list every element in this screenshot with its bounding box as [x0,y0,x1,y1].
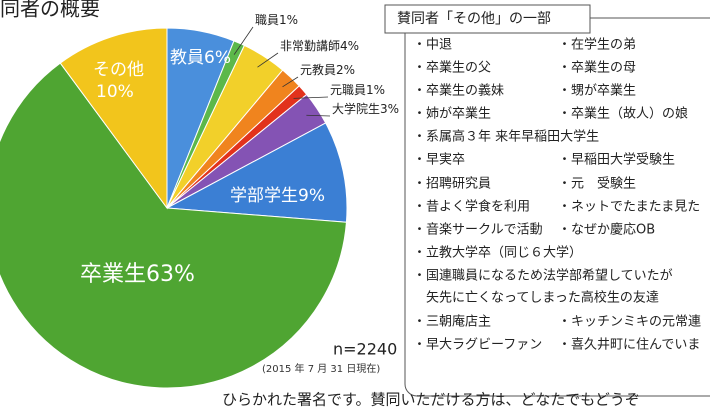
list-item: ・甥が卒業生 [558,83,636,99]
slice-label: 教員6% [170,48,231,68]
box-title-frame [384,4,591,34]
slice-value-label: 10% [96,82,134,102]
date-note: (2015 年 7 月 31 日現在) [262,362,380,375]
list-item: ・ネットでたまたま見た [558,200,700,215]
slice-name: 卒業生 [80,262,146,287]
list-item: ・招聘研究員 [413,177,491,192]
slice-value-label: 6% [204,48,231,68]
list-item: ・キッチンミキの元常連 [558,315,701,330]
list-item: ・早稲田大学受験生 [558,152,675,168]
slice-name: 元教員 [300,62,336,77]
list-item: ・卒業生（故人）の娘 [558,106,688,122]
slice-value-label: 9% [298,186,325,206]
slice-label: 元職員1% [330,83,385,97]
list-item: ・早大ラグビーファン [413,338,542,353]
list-item: ・卒業生の義妹 [413,83,504,99]
chart-title: 同者の概要 [0,0,100,21]
slice-value-label: 1% [366,83,385,97]
slice-label: 大学院生3% [332,101,399,116]
list-item: ・昔よく学食を利用 [413,199,530,215]
leader-line [293,96,329,99]
slice-value-label: 63% [146,262,195,287]
slice-label: 非常勤講師4% [280,38,359,53]
list-item: ・喜久井町に住んでいま [558,338,700,353]
footer: ひらかれた署名です。賛同いただける方は、どなたでもどうぞ [222,391,640,409]
list-item: ・早実卒 [413,152,465,168]
list-item: ・中退 [413,38,452,53]
list-item: 矢先に亡くなってしまった高校生の友達 [413,290,659,306]
slice-label: その他 [93,60,144,80]
list-item: ・国連職員になるため法学部希望していたが [413,268,673,284]
slice-value-label: 2% [336,63,355,77]
list-item: ・姉が卒業生 [413,106,491,122]
labels: 教員6%職員1%非常勤講師4%元教員2%元職員1%大学院生3%学部学生9%卒業生… [80,13,399,288]
slice-name: 教員 [170,48,204,68]
slice-label: 元教員2% [300,62,355,77]
slice-value-label: 1% [279,13,298,27]
slice-label: 職員1% [255,13,298,27]
slice-value-label: 3% [380,102,399,116]
list-item: ・なぜか慶応OB [558,223,655,238]
slice [165,122,348,223]
list-item: ・音楽サークルで活動 [413,222,543,238]
slice-label: 卒業生63% [80,262,195,287]
slice [0,62,347,389]
leader-line [282,76,299,88]
slice [59,27,168,210]
leader-line [306,114,331,117]
slice-label: 学部学生9% [230,186,325,206]
list-item: ・系属高３年 来年早稲田大学生 [413,129,599,145]
box-title: 賛同者「その他」の一部 [397,11,551,27]
list-item: ・在学生の弟 [558,37,636,53]
slice-name: 元職員 [330,83,366,97]
slice-name: 大学院生 [332,101,380,116]
slice-name: 職員 [255,13,279,27]
leader-line [257,52,279,68]
list-item: ・卒業生の母 [558,60,636,76]
pie [0,27,348,389]
slice-name: 学部学生 [230,186,298,206]
list-item: ・立教大学卒（同じ６大学） [413,245,582,261]
leader-line [233,26,254,55]
list-item: ・元 受験生 [558,177,636,192]
list-item: ・卒業生の父 [413,60,491,76]
list-item: ・三朝庵店主 [413,314,491,330]
sample-size: n=2240 [333,340,397,359]
slice-value-label: 4% [340,39,359,53]
slice-name: 非常勤講師 [280,38,340,53]
